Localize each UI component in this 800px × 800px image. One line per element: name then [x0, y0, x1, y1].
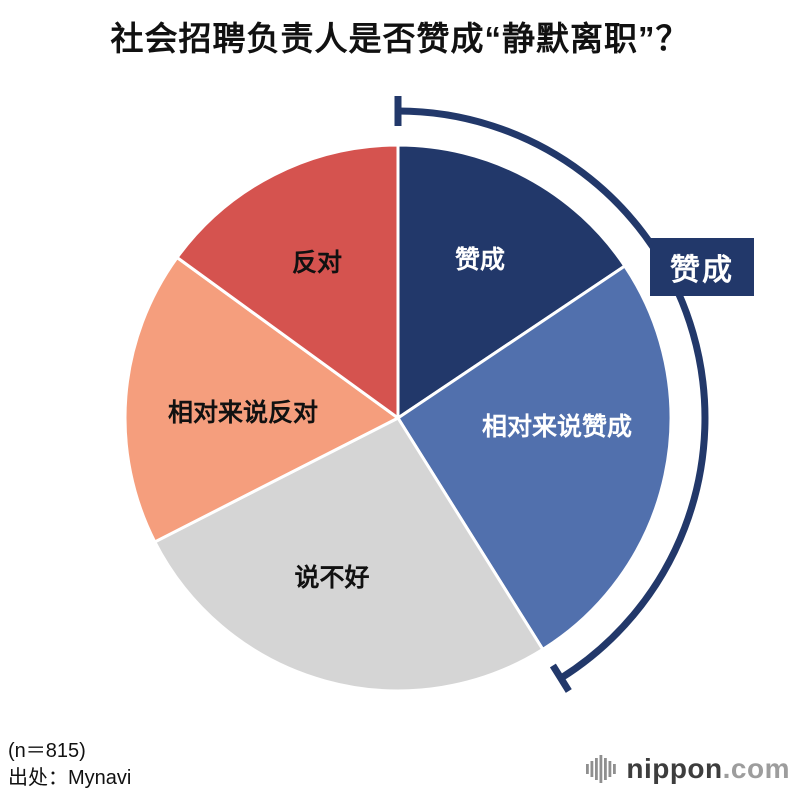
soundwave-icon: [586, 755, 617, 783]
slice-label-oppose: 反对: [291, 249, 343, 277]
soundwave-bar: [608, 761, 612, 777]
approve-bracket-arc: [397, 107, 709, 682]
soundwave-bar: [604, 758, 608, 780]
slice-label-approve: 赞成: [454, 246, 506, 274]
soundwave-bar: [586, 764, 590, 774]
soundwave-bar: [590, 761, 594, 777]
footnote: (n＝815) 出处：Mynavi: [8, 738, 131, 792]
pie-slice-0: [396, 143, 627, 420]
approve-group-label: 赞成: [650, 238, 754, 296]
chart-title: 社会招聘负责人是否赞成“静默离职”？: [110, 20, 690, 57]
logo-tld: .com: [722, 753, 790, 784]
nippon-logo: nippon.com: [586, 752, 790, 786]
slice-label-neutral: 说不好: [294, 564, 370, 592]
sample-size: (n＝815): [8, 740, 86, 762]
pie-slice-4: [175, 143, 400, 420]
source: 出处：Mynavi: [8, 767, 132, 789]
logo-text: nippon.com: [626, 753, 790, 785]
soundwave-bar: [595, 758, 599, 780]
pie-slice-3: [123, 256, 400, 544]
slice-label-somewhat-oppose: 相对来说反对: [167, 399, 319, 427]
logo-brand: nippon: [626, 753, 723, 784]
pie-slice-1: [396, 264, 673, 651]
soundwave-bar: [613, 764, 617, 774]
slice-label-somewhat-approve: 相对来说赞成: [481, 413, 633, 441]
soundwave-bar: [599, 755, 603, 783]
bracket-tick: [549, 663, 572, 693]
pie-slice-2: [153, 416, 545, 693]
